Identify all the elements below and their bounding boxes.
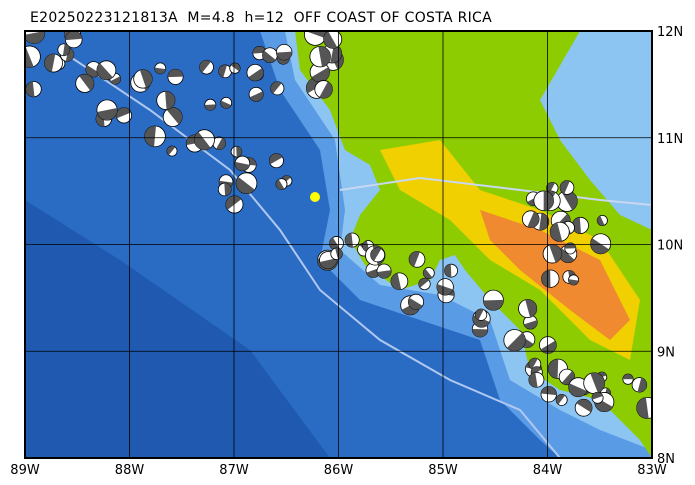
beachball: [523, 315, 538, 330]
x-tick-label: 84W: [533, 463, 563, 478]
beachball: [275, 178, 288, 191]
map-frame: [24, 30, 653, 459]
beachball: [167, 68, 184, 85]
beachball: [246, 63, 264, 82]
beachballs: [25, 31, 652, 419]
beachball: [133, 69, 153, 89]
y-tick-label: 9N: [657, 345, 675, 360]
beachball: [503, 329, 526, 352]
beachball: [571, 216, 589, 234]
beachball: [275, 43, 293, 61]
beachball: [212, 136, 227, 151]
beachball: [376, 263, 392, 279]
deep-ocean: [25, 200, 330, 458]
y-tick-label: 12N: [657, 25, 683, 40]
beachball: [268, 153, 284, 169]
beachball: [156, 90, 176, 110]
beachball: [631, 377, 648, 393]
beachball: [408, 251, 426, 268]
beachball: [518, 299, 538, 319]
beachball: [323, 31, 343, 49]
beachball: [370, 247, 386, 263]
beachball: [330, 247, 343, 261]
beachball: [217, 182, 232, 197]
beachball: [474, 308, 488, 321]
beachball: [229, 62, 241, 74]
beachball: [542, 244, 562, 264]
beachball: [199, 59, 214, 75]
beachball: [309, 45, 331, 68]
y-tick-label: 8N: [657, 452, 675, 467]
beachball: [248, 86, 264, 102]
beachball: [25, 45, 41, 68]
beachball: [57, 43, 71, 57]
beachball: [418, 277, 431, 291]
beachball: [436, 278, 454, 296]
beachball: [541, 269, 560, 288]
beachball: [96, 60, 117, 81]
beachball: [422, 267, 435, 279]
beachball: [303, 31, 327, 46]
beachball: [144, 125, 166, 148]
event-marker: [310, 192, 320, 202]
beachball: [444, 263, 458, 278]
beachball: [390, 272, 409, 291]
beachball: [166, 145, 178, 157]
beachball: [528, 371, 545, 388]
beachball: [220, 96, 233, 109]
beachball: [230, 145, 243, 158]
beachball: [96, 99, 118, 121]
beachball: [314, 80, 333, 99]
trench-line: [59, 49, 561, 458]
beachball: [162, 107, 183, 127]
beachball: [193, 129, 215, 151]
beachball: [270, 81, 285, 96]
beachball: [596, 214, 608, 226]
x-tick-label: 85W: [428, 463, 458, 478]
beachball: [590, 233, 612, 255]
beachball: [521, 210, 540, 228]
beachball: [25, 31, 46, 45]
x-tick-label: 88W: [115, 463, 145, 478]
beachball: [482, 289, 504, 311]
beachball: [568, 274, 580, 286]
beachball: [344, 232, 360, 248]
beachball: [583, 372, 605, 395]
beachball: [218, 64, 232, 79]
beachball: [540, 386, 557, 403]
beachball: [235, 172, 258, 195]
caribbean-coast: [560, 31, 652, 170]
beachball: [204, 98, 217, 111]
beachball: [25, 81, 42, 98]
x-tick-label: 89W: [10, 463, 40, 478]
beachball: [622, 373, 634, 385]
beachball: [115, 107, 132, 124]
y-tick-label: 10N: [657, 239, 683, 254]
beachball: [591, 391, 604, 404]
beachball: [262, 47, 278, 64]
y-tick-label: 11N: [657, 132, 683, 147]
beachball: [225, 195, 244, 214]
beachball: [75, 73, 95, 93]
beachball: [549, 221, 570, 242]
beachball: [568, 377, 589, 398]
x-tick-label: 83W: [637, 463, 667, 478]
beachball: [636, 396, 652, 419]
beachball: [555, 394, 568, 406]
beachball: [559, 180, 575, 195]
beachball: [234, 155, 251, 172]
beachball: [407, 293, 425, 310]
border-line: [339, 176, 652, 206]
beachball: [154, 62, 167, 75]
beachball: [64, 31, 83, 49]
beachball: [574, 398, 593, 417]
map-title: E20250223121813A M=4.8 h=12 OFF COAST OF…: [30, 10, 493, 26]
beachball: [533, 190, 554, 212]
beachball: [44, 53, 63, 73]
x-tick-label: 86W: [324, 463, 354, 478]
x-tick-label: 87W: [219, 463, 249, 478]
